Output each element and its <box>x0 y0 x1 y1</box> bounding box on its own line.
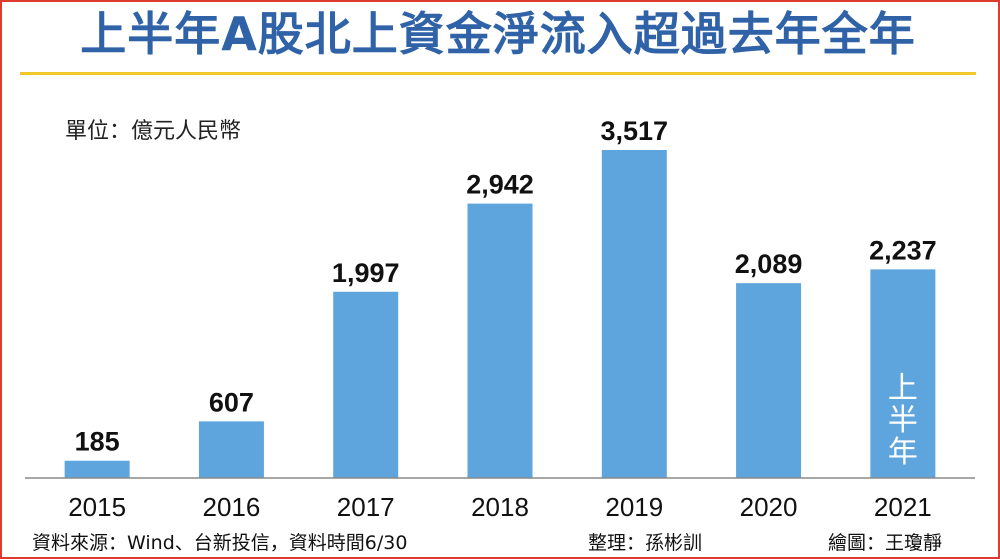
title-divider <box>20 72 976 75</box>
bar-2021 <box>870 269 936 478</box>
bar-2015 <box>64 460 130 478</box>
x-tick-2018: 2018 <box>471 492 529 522</box>
x-tick-2016: 2016 <box>203 492 261 522</box>
bar-2018 <box>467 203 533 478</box>
x-tick-2017: 2017 <box>337 492 395 522</box>
artist-credit: 繪圖：王瓊靜 <box>828 532 943 554</box>
bar-2019 <box>601 150 667 478</box>
annotation-char: 上 <box>888 371 918 406</box>
x-tick-2020: 2020 <box>740 492 798 522</box>
x-tick-2019: 2019 <box>605 492 663 522</box>
bar-2017 <box>333 291 399 478</box>
editor-credit: 整理：孫彬訓 <box>588 532 703 554</box>
annotation-char: 年 <box>888 435 918 470</box>
value-label-2018: 2,942 <box>466 170 534 200</box>
bar-2020 <box>736 283 802 478</box>
annotation-char: 半 <box>888 403 918 438</box>
value-label-2017: 1,997 <box>332 258 400 288</box>
source-note: 資料來源：Wind、台新投信，資料時間6/30 <box>32 532 408 554</box>
value-label-2019: 3,517 <box>600 116 668 146</box>
chart-title: 上半年A股北上資金淨流入超過去年全年 <box>80 7 916 61</box>
value-label-2020: 2,089 <box>735 249 803 279</box>
bars-group <box>64 150 936 478</box>
x-tick-2021: 2021 <box>874 492 932 522</box>
labels-group: 185 2015 607 2016 1,997 2017 2,942 2018 3,517 201… <box>68 116 936 522</box>
value-label-2015: 185 <box>75 427 120 457</box>
value-label-2016: 607 <box>209 387 254 417</box>
x-tick-2015: 2015 <box>68 492 126 522</box>
unit-label: 單位：億元人民幣 <box>65 119 242 144</box>
value-label-2021: 2,237 <box>869 235 937 265</box>
bar-2016 <box>198 421 264 478</box>
